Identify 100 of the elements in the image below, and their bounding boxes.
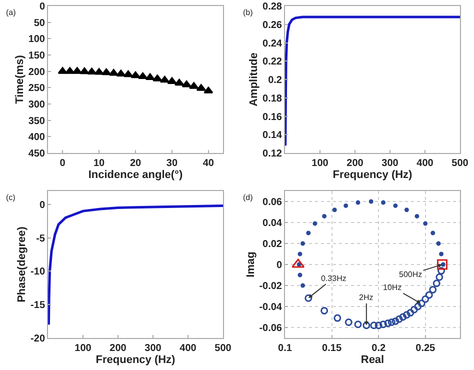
point — [116, 70, 126, 76]
point — [436, 259, 448, 270]
point — [312, 221, 318, 226]
y-axis-title: Imag — [244, 252, 257, 278]
point — [439, 252, 444, 256]
point — [130, 71, 140, 78]
x-tick-label: 20 — [130, 158, 142, 169]
x-tick-label: 0.15 — [322, 343, 342, 354]
x-tick-label: 200 — [346, 158, 364, 169]
x-tick-label: 100 — [74, 343, 92, 354]
point — [167, 77, 177, 84]
annotation: 500Hz — [399, 270, 422, 279]
point — [102, 68, 112, 76]
point — [395, 315, 403, 323]
point — [204, 86, 214, 94]
point — [438, 267, 446, 275]
point — [436, 273, 444, 281]
text: (d) — [243, 193, 254, 202]
x-tick-label: 400 — [180, 343, 197, 354]
y-tick-label: -15 — [30, 300, 46, 312]
annotation: 10Hz — [383, 283, 402, 292]
point — [356, 200, 360, 205]
point — [72, 67, 82, 74]
point — [393, 203, 398, 208]
point — [123, 70, 133, 78]
point — [425, 291, 433, 299]
point — [374, 322, 382, 330]
point — [182, 80, 192, 88]
point — [322, 214, 327, 218]
point — [300, 283, 306, 288]
point — [152, 74, 162, 82]
x-tick-label: 500 — [214, 343, 232, 354]
point — [381, 200, 386, 205]
point — [429, 286, 437, 294]
point — [399, 313, 407, 321]
text: (c) — [6, 193, 16, 202]
y-tick-label: 0.16 — [262, 112, 282, 123]
point — [406, 309, 414, 317]
point — [138, 72, 148, 80]
y-tick-label: -10 — [30, 266, 46, 278]
y-tick-label: 0.22 — [262, 56, 282, 68]
point — [436, 241, 441, 246]
point — [304, 294, 312, 302]
y-tick-label: 250 — [28, 83, 46, 94]
line-series — [48, 204, 223, 326]
point — [430, 230, 436, 236]
point — [108, 69, 118, 76]
y-axis-title: Time(ms) — [14, 54, 26, 104]
x-tick-label: 0.25 — [416, 343, 436, 354]
x-tick-label: 10 — [93, 158, 106, 169]
x-tick-label: 0.2 — [372, 343, 386, 354]
point — [384, 320, 392, 328]
point — [392, 317, 400, 325]
point — [298, 252, 302, 256]
y-tick-label: 0.14 — [262, 130, 282, 142]
point — [160, 76, 170, 83]
point — [196, 84, 206, 91]
point — [423, 221, 428, 226]
point — [354, 320, 362, 328]
point — [300, 241, 306, 246]
y-tick-label: 200 — [28, 66, 46, 78]
text: (b) — [243, 8, 254, 17]
y-tick-label: -20 — [30, 334, 46, 344]
x-tick-label: 300 — [382, 158, 399, 169]
point — [432, 280, 440, 288]
y-tick-label: 400 — [28, 132, 46, 144]
x-tick-label: 100 — [312, 158, 329, 169]
point — [362, 322, 370, 330]
point — [80, 67, 90, 74]
point — [388, 318, 396, 326]
y-tick-label: 100 — [28, 34, 46, 46]
y-tick-label: -0.04 — [259, 302, 282, 313]
y-tick-label: 0 — [39, 2, 46, 12]
point — [414, 214, 420, 218]
y-tick-label: 0.12 — [262, 148, 282, 160]
point — [344, 203, 348, 208]
y-tick-label: 0.04 — [262, 218, 282, 229]
y-tick-label: -5 — [36, 233, 46, 244]
y-tick-label: 0.2 — [268, 75, 282, 86]
point — [189, 82, 199, 89]
point — [145, 73, 155, 80]
x-axis-title: Incidence angle(°) — [88, 169, 183, 182]
point — [410, 306, 418, 314]
point — [404, 208, 409, 212]
point — [422, 295, 430, 303]
text: (a) — [6, 8, 16, 17]
y-tick-label: 0.18 — [262, 93, 282, 104]
point — [344, 318, 352, 326]
point — [298, 272, 302, 278]
x-tick-label: 500 — [452, 158, 469, 169]
point — [306, 230, 311, 236]
annotation: 0.33Hz — [321, 274, 346, 283]
point — [418, 300, 426, 308]
y-tick-label: 0.06 — [262, 197, 282, 208]
y-tick-label: 0 — [276, 260, 282, 271]
y-tick-label: 350 — [28, 116, 46, 127]
x-axis-title: Frequency (Hz) — [332, 169, 413, 182]
x-tick-label: 400 — [416, 158, 434, 169]
y-tick-label: 450 — [28, 148, 46, 160]
y-tick-label: 150 — [28, 50, 46, 62]
